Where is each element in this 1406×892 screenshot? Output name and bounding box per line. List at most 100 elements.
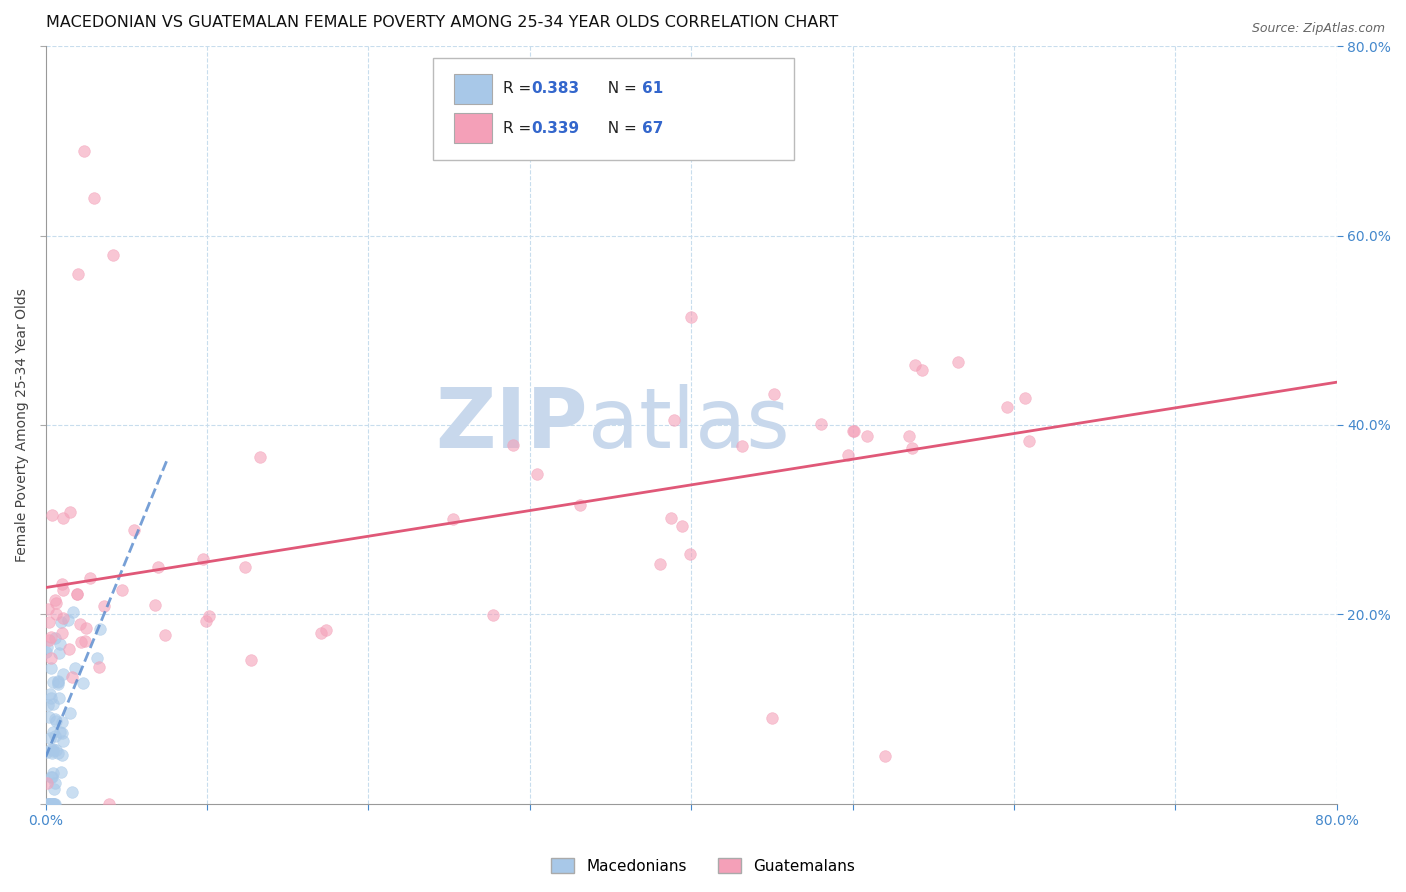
Point <box>901 441 924 455</box>
Point <box>526 467 548 482</box>
Point <box>568 498 591 512</box>
Text: N =: N = <box>598 120 643 136</box>
Point <box>146 559 169 574</box>
Point <box>194 614 217 628</box>
Text: N =: N = <box>598 81 643 96</box>
Point <box>41 747 63 761</box>
Point <box>59 505 82 519</box>
Point <box>1014 392 1036 406</box>
Point <box>837 448 859 462</box>
Point <box>73 634 96 648</box>
Point <box>52 733 75 747</box>
Text: 0.383: 0.383 <box>531 81 579 96</box>
Point <box>45 714 67 728</box>
Point <box>39 797 62 811</box>
Point <box>42 724 65 739</box>
Point <box>41 697 63 711</box>
Point <box>897 429 920 443</box>
Point <box>856 429 879 443</box>
Point <box>66 587 89 601</box>
Point <box>41 744 63 758</box>
Point <box>762 386 785 401</box>
Text: atlas: atlas <box>588 384 790 466</box>
Point <box>44 729 66 743</box>
Point <box>87 659 110 673</box>
Point <box>51 726 73 740</box>
Point <box>51 667 73 681</box>
Y-axis label: Female Poverty Among 25-34 Year Olds: Female Poverty Among 25-34 Year Olds <box>15 288 30 562</box>
Point <box>482 608 505 623</box>
Point <box>249 450 271 464</box>
Point <box>45 596 67 610</box>
Point <box>39 741 62 756</box>
Point <box>948 355 970 369</box>
Point <box>44 593 66 607</box>
Point <box>63 661 86 675</box>
Point <box>441 512 464 526</box>
Point <box>679 310 702 325</box>
Point <box>995 400 1018 414</box>
Point <box>38 797 60 811</box>
Point <box>39 630 62 644</box>
Point <box>42 742 65 756</box>
Point <box>51 626 73 640</box>
Point <box>315 624 337 638</box>
Text: 0.339: 0.339 <box>531 120 579 136</box>
Point <box>89 622 111 636</box>
Point <box>79 571 101 585</box>
Point <box>86 650 108 665</box>
Point <box>659 511 682 525</box>
Point <box>52 582 75 597</box>
Point <box>60 671 83 685</box>
Text: ZIP: ZIP <box>436 384 588 466</box>
Point <box>37 602 59 616</box>
Point <box>60 785 83 799</box>
Point <box>1018 434 1040 448</box>
Point <box>66 586 89 600</box>
Point <box>662 413 685 427</box>
Point <box>731 439 754 453</box>
Point <box>48 646 70 660</box>
Text: 61: 61 <box>643 81 664 96</box>
Point <box>42 674 65 689</box>
Point <box>35 645 58 659</box>
Point <box>42 765 65 780</box>
Point <box>98 797 121 811</box>
Point <box>103 247 125 261</box>
Point <box>37 698 59 712</box>
Point <box>48 691 70 706</box>
Point <box>49 725 72 739</box>
Point <box>41 660 63 674</box>
Point <box>904 358 927 372</box>
Point <box>41 508 63 523</box>
Point <box>37 776 59 790</box>
Point <box>44 797 66 811</box>
Point <box>72 676 94 690</box>
Bar <box>454 113 492 144</box>
Point <box>239 653 262 667</box>
Point <box>191 552 214 566</box>
Point <box>75 622 97 636</box>
Point <box>44 631 66 645</box>
Point <box>844 424 866 438</box>
Point <box>46 746 69 760</box>
Point <box>197 608 219 623</box>
Point <box>59 706 82 721</box>
Point <box>502 438 524 452</box>
Point <box>37 640 59 654</box>
Point <box>39 731 62 745</box>
Point <box>46 674 69 689</box>
Point <box>45 607 67 621</box>
Point <box>46 677 69 691</box>
Point <box>842 424 865 438</box>
Point <box>39 690 62 705</box>
Point <box>66 267 89 281</box>
Point <box>143 598 166 612</box>
Point <box>46 674 69 689</box>
Point <box>69 617 91 632</box>
Point <box>58 613 80 627</box>
Point <box>44 782 66 797</box>
Point <box>311 625 333 640</box>
Point <box>51 747 73 762</box>
Point <box>873 749 896 764</box>
